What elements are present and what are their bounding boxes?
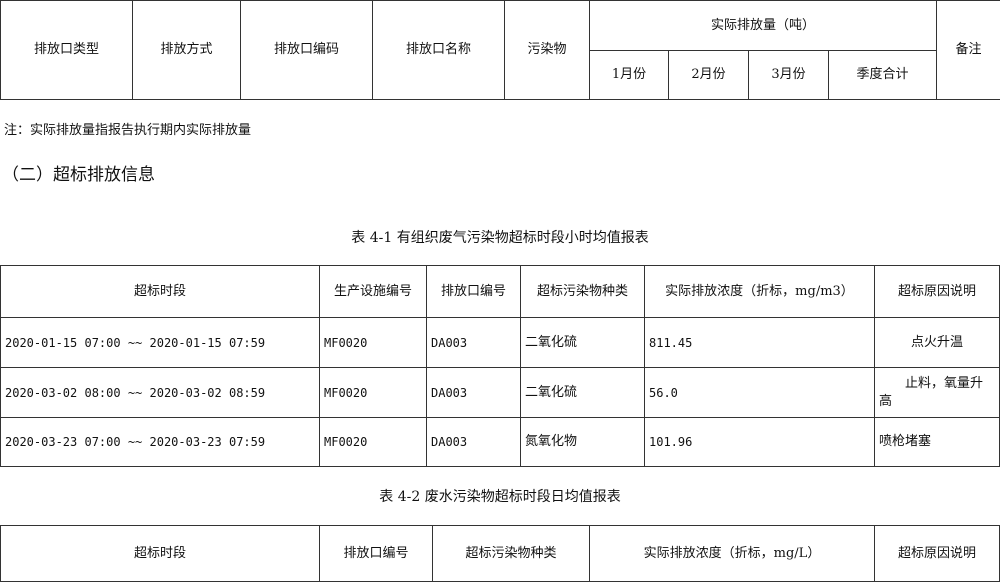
table-4-1-caption: 表 4-1 有组织废气污染物超标时段小时均值报表 — [351, 230, 649, 246]
section-heading: （二）超标排放信息 — [2, 165, 155, 185]
header-period: 超标时段 — [0, 525, 320, 582]
header-discharge-mode: 排放方式 — [132, 0, 241, 100]
header-concentration: 实际排放浓度（折标，mg/L） — [589, 525, 875, 582]
facility-cell: MF0020 — [319, 317, 427, 368]
table-row: 2020-03-23 07:00 ~~ 2020-03-23 07:59 MF0… — [0, 417, 1000, 467]
header-actual-emission: 实际排放量（吨） — [588, 0, 938, 51]
pollutant-cell: 氮氧化物 — [520, 417, 645, 467]
header-month-1: 1月份 — [589, 50, 669, 100]
header-pollutant-type: 超标污染物种类 — [432, 525, 590, 582]
outlet-cell: DA003 — [426, 367, 521, 418]
header-facility-code: 生产设施编号 — [319, 265, 427, 318]
header-month-2: 2月份 — [668, 50, 749, 100]
outlet-cell: DA003 — [426, 317, 521, 368]
table-row: 2020-03-02 08:00 ~~ 2020-03-02 08:59 MF0… — [0, 367, 1000, 418]
header-reason: 超标原因说明 — [874, 265, 1000, 318]
table-4-1: 超标时段 生产设施编号 排放口编号 超标污染物种类 实际排放浓度（折标，mg/m… — [0, 265, 1000, 467]
note-text: 注：实际排放量指报告执行期内实际排放量 — [4, 123, 252, 138]
header-period: 超标时段 — [0, 265, 320, 318]
period-cell: 2020-01-15 07:00 ~~ 2020-01-15 07:59 — [0, 317, 320, 368]
pollutant-cell: 二氧化硫 — [520, 367, 645, 418]
header-reason: 超标原因说明 — [874, 525, 1000, 582]
table-4-2: 超标时段 排放口编号 超标污染物种类 实际排放浓度（折标，mg/L） 超标原因说… — [0, 525, 1000, 582]
header-quarter-total: 季度合计 — [827, 50, 938, 100]
concentration-cell: 56.0 — [644, 367, 875, 418]
outlet-cell: DA003 — [426, 417, 521, 467]
header-outlet-code: 排放口编号 — [319, 525, 433, 582]
header-pollutant-type: 超标污染物种类 — [520, 265, 645, 318]
period-cell: 2020-03-02 08:00 ~~ 2020-03-02 08:59 — [0, 367, 320, 418]
header-outlet-name: 排放口名称 — [372, 0, 505, 100]
reason-cell: 喷枪堵塞 — [874, 417, 1000, 467]
table-row: 2020-01-15 07:00 ~~ 2020-01-15 07:59 MF0… — [0, 317, 1000, 368]
reason-cell: 止料，氧量升高 — [874, 367, 1000, 418]
facility-cell: MF0020 — [319, 367, 427, 418]
concentration-cell: 811.45 — [644, 317, 875, 368]
table-4-2-caption: 表 4-2 废水污染物超标时段日均值报表 — [379, 489, 621, 505]
header-outlet-type: 排放口类型 — [0, 0, 133, 100]
header-outlet-code: 排放口编号 — [426, 265, 521, 318]
header-month-3: 3月份 — [748, 50, 829, 100]
facility-cell: MF0020 — [319, 417, 427, 467]
reason-cell: 点火升温 — [874, 317, 1000, 368]
header-concentration: 实际排放浓度（折标，mg/m3） — [644, 265, 875, 318]
header-remark: 备注 — [936, 0, 1000, 100]
emission-volume-table: 排放口类型 排放方式 排放口编码 排放口名称 污染物 实际排放量（吨） 备注 1… — [0, 0, 1000, 100]
header-outlet-code: 排放口编码 — [240, 0, 373, 100]
pollutant-cell: 二氧化硫 — [520, 317, 645, 368]
period-cell: 2020-03-23 07:00 ~~ 2020-03-23 07:59 — [0, 417, 320, 467]
header-pollutant: 污染物 — [504, 0, 590, 100]
concentration-cell: 101.96 — [644, 417, 875, 467]
